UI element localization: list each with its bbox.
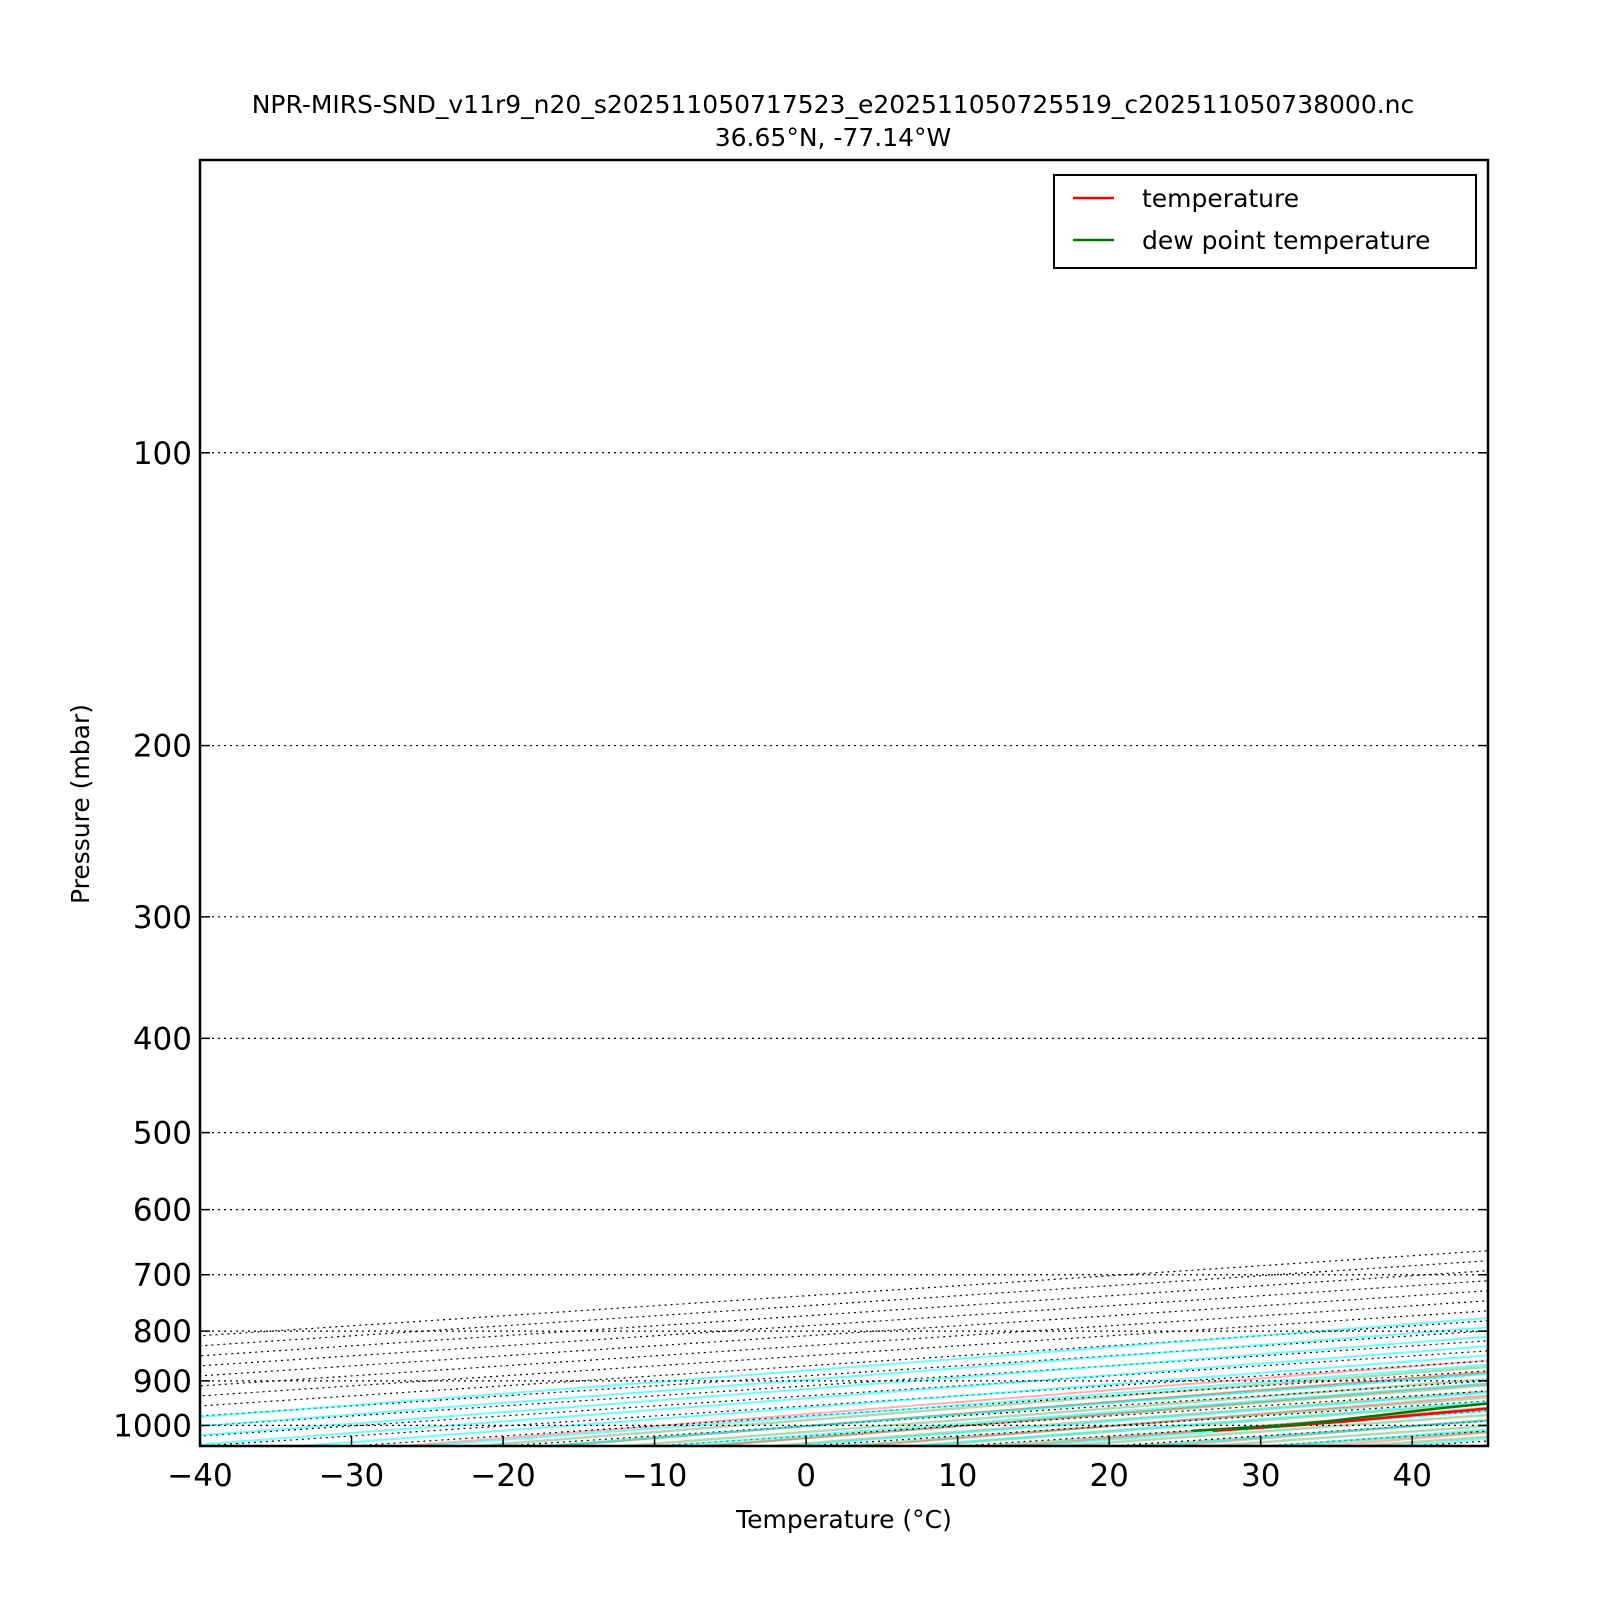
temperature-line: [1213, 160, 1600, 1431]
isotherm-curve: [301, 160, 1600, 1446]
dry-adiabat: [1172, 160, 1600, 1446]
dry-adiabat: [403, 160, 1600, 1446]
x-tick-label: 20: [1089, 1458, 1128, 1494]
x-tick-label: 0: [796, 1458, 816, 1494]
legend-temperature-label: temperature: [1142, 184, 1299, 213]
isotherm-line: [1412, 160, 1600, 1446]
x-tick-label: −20: [470, 1458, 535, 1494]
isotherm-line: [0, 160, 1600, 1446]
moist-adiabat: [475, 917, 1600, 1446]
y-tick-label: 700: [133, 1258, 192, 1294]
isotherm-line: [0, 160, 1600, 1446]
isotherm-line: [1261, 160, 1600, 1446]
isotherm-line: [352, 160, 1600, 1446]
x-axis-label: Temperature (°C): [735, 1505, 952, 1534]
x-tick-label: 10: [938, 1458, 977, 1494]
isotherm-curve: [1149, 160, 1600, 1446]
moist-adiabat: [1136, 917, 1600, 1446]
isotherm-line: [806, 160, 1600, 1446]
y-tick-label: 100: [133, 436, 192, 472]
isotherm-line: [0, 160, 1600, 1446]
isotherm-line: [48, 160, 1600, 1446]
moist-adiabat: [990, 917, 1600, 1446]
dry-adiabat: [1479, 160, 1600, 1446]
dry-adiabat: [1325, 160, 1600, 1446]
isotherm-line: [1109, 160, 1600, 1446]
isotherm-curve: [543, 160, 1600, 1446]
isotherm-curve: [1513, 160, 1600, 1446]
y-tick-label: 900: [133, 1364, 192, 1400]
x-tick-label: 30: [1241, 1458, 1280, 1494]
x-tick-label: −10: [622, 1458, 687, 1494]
isotherm-line: [0, 160, 1600, 1446]
data-lines: [1193, 160, 1600, 1431]
isotherm-line: [0, 160, 1600, 1446]
isotherm-curve: [0, 160, 1600, 1446]
plot-frame: [200, 160, 1488, 1446]
isotherm-curve: [58, 160, 1600, 1446]
isotherm-line: [0, 160, 1600, 1446]
y-tick-label: 300: [133, 900, 192, 936]
isotherm-line: [0, 160, 1600, 1446]
isotherm-curve: [1271, 160, 1600, 1446]
y-tick-label: 400: [133, 1021, 192, 1057]
dewpoint-line: [1193, 160, 1600, 1431]
chart-title: NPR-MIRS-SND_v11r9_n20_s202511050717523_…: [252, 90, 1415, 119]
isotherm-line: [503, 160, 1600, 1446]
moist-adiabat: [550, 917, 1600, 1446]
dry-adiabat: [1018, 160, 1600, 1446]
x-tick-label: 40: [1393, 1458, 1432, 1494]
legend: temperature dew point temperature: [1054, 175, 1476, 268]
isotherm-line: [958, 160, 1600, 1446]
isotherm-curve: [1028, 160, 1600, 1446]
dry-adiabat: [864, 160, 1600, 1446]
isotherm-line: [200, 160, 1600, 1446]
isotherm-line: [0, 160, 1600, 1446]
isotherm-line: [655, 160, 1600, 1446]
legend-dewpoint-label: dew point temperature: [1142, 226, 1431, 255]
isotherm-curve: [1392, 160, 1600, 1446]
background-lines: [0, 160, 1600, 1446]
chart-subtitle: 36.65°N, -77.14°W: [715, 123, 951, 152]
isotherm-curve: [0, 160, 1600, 1446]
isotherm-curve: [907, 160, 1600, 1446]
y-tick-label: 200: [133, 729, 192, 765]
isotherm-curve: [665, 160, 1600, 1446]
isotherm-line: [0, 160, 1600, 1446]
y-axis-label: Pressure (mbar): [66, 704, 95, 904]
isotherm-curve: [422, 160, 1600, 1446]
y-tick-label: 1000: [113, 1408, 192, 1444]
dry-adiabat: [711, 160, 1600, 1446]
axis-ticks: 1002003004005006007008009001000−40−30−20…: [113, 436, 1488, 1494]
isotherm-curve: [180, 160, 1600, 1446]
x-tick-label: −30: [319, 1458, 384, 1494]
y-tick-label: 800: [133, 1314, 192, 1350]
y-tick-label: 500: [133, 1116, 192, 1152]
x-tick-label: −40: [167, 1458, 232, 1494]
isotherm-line: [0, 160, 1600, 1446]
y-tick-label: 600: [133, 1193, 192, 1229]
isotherm-curve: [786, 160, 1600, 1446]
